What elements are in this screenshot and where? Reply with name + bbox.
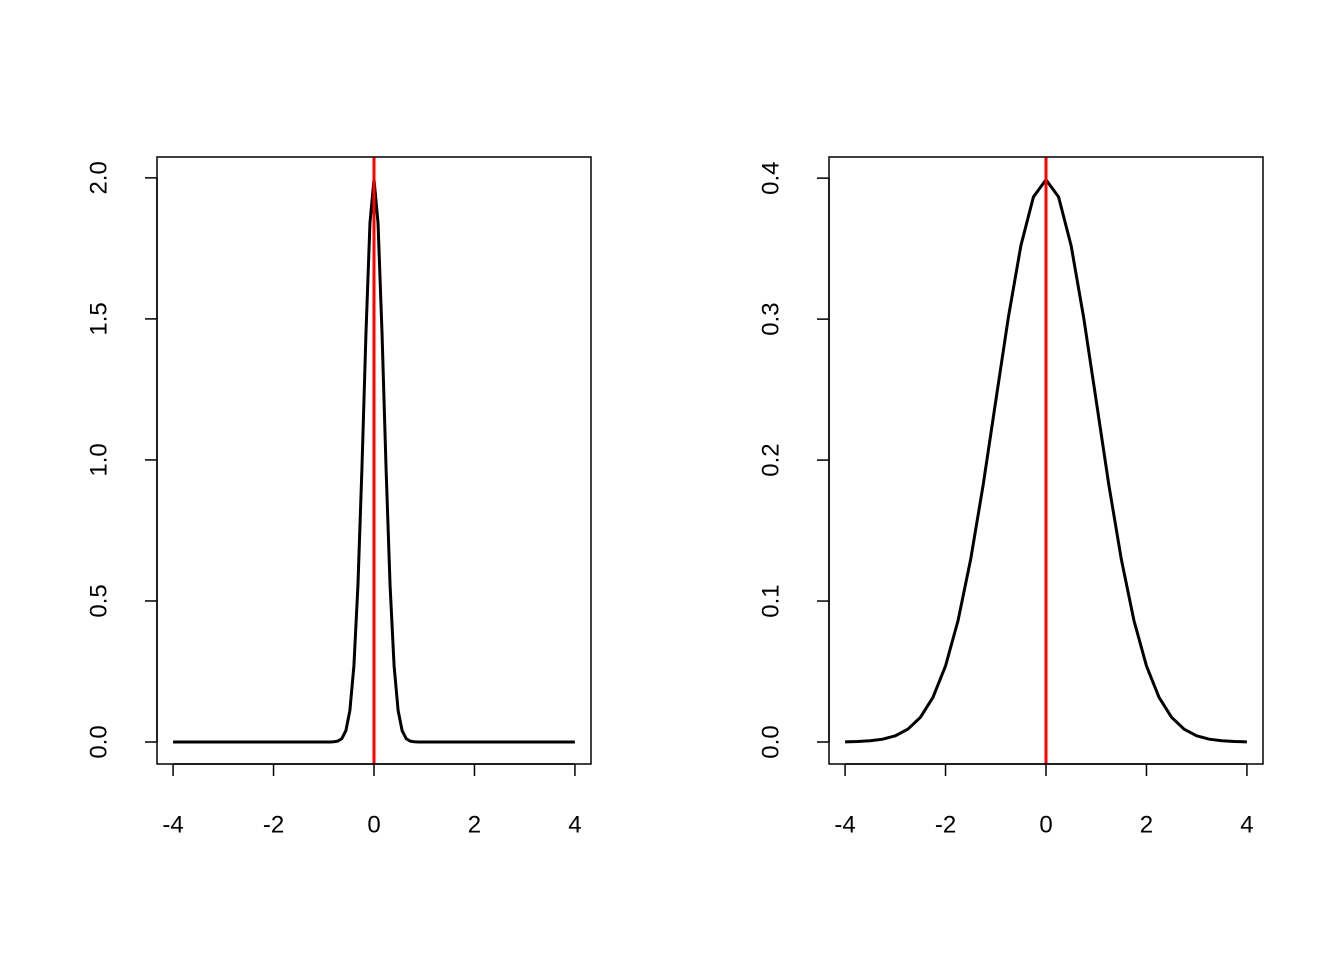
x-tick-label: 2 (1140, 811, 1153, 838)
y-tick-label: 0.5 (85, 584, 112, 617)
x-tick-label: 0 (367, 811, 380, 838)
y-tick-label: 0.0 (757, 725, 784, 758)
x-tick-label: 4 (1240, 811, 1253, 838)
x-tick-label: -4 (834, 811, 855, 838)
y-tick-label: 0.1 (757, 584, 784, 617)
y-tick-label: 2.0 (85, 161, 112, 194)
x-tick-label: -2 (935, 811, 956, 838)
x-tick-label: -4 (162, 811, 183, 838)
x-tick-label: 2 (468, 811, 481, 838)
x-tick-label: -2 (263, 811, 284, 838)
x-tick-label: 4 (568, 811, 581, 838)
x-tick-label: 0 (1039, 811, 1052, 838)
y-tick-label: 0.0 (85, 725, 112, 758)
y-tick-label: 1.5 (85, 302, 112, 335)
y-tick-label: 0.4 (757, 161, 784, 194)
y-tick-label: 1.0 (85, 443, 112, 476)
plot-frame (156, 156, 592, 765)
plot-frame (828, 156, 1264, 765)
y-tick-label: 0.2 (757, 443, 784, 476)
y-tick-label: 0.3 (757, 302, 784, 335)
